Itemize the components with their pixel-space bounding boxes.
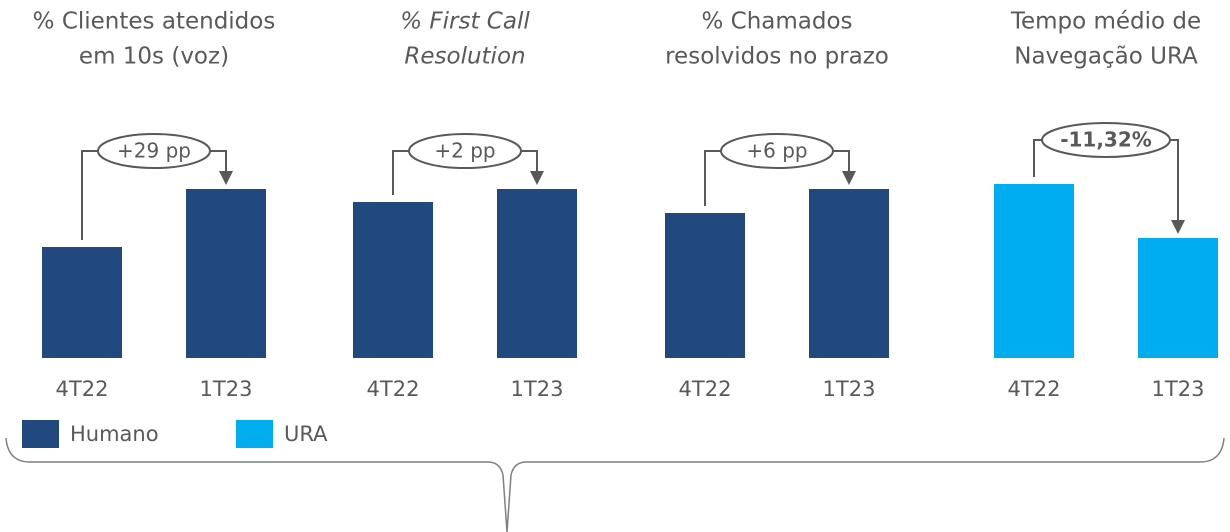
category-label: 4T22	[367, 377, 420, 401]
brace	[5, 437, 1225, 532]
chart-title: Navegação URA	[1014, 44, 1198, 70]
chart-title: % First Call	[400, 9, 530, 35]
legend-swatch	[236, 420, 273, 448]
annotation: -11,32%	[1060, 128, 1152, 152]
category-label: 1T23	[823, 377, 876, 401]
annotation: +29 pp	[117, 139, 191, 163]
category-label: 1T23	[1152, 377, 1205, 401]
bar	[809, 189, 889, 358]
arrowhead	[842, 171, 856, 185]
category-label: 4T22	[1008, 377, 1061, 401]
chart-title: Tempo médio de	[1010, 9, 1201, 35]
legend-swatch	[22, 420, 59, 448]
chart-title: resolvidos no prazo	[665, 44, 889, 70]
bar	[665, 213, 745, 358]
category-label: 1T23	[511, 377, 564, 401]
annotation-bubble	[408, 133, 522, 169]
category-label: 1T23	[200, 377, 253, 401]
bar	[42, 247, 122, 358]
annotation: +6 pp	[746, 139, 807, 163]
legend-label: URA	[284, 422, 328, 446]
bar	[497, 189, 577, 358]
annotation-bubble	[97, 133, 211, 169]
bar	[1138, 238, 1218, 358]
arrowhead	[219, 171, 233, 185]
chart-title: % Chamados	[701, 9, 852, 35]
bar	[994, 184, 1074, 358]
category-label: 4T22	[679, 377, 732, 401]
arrowhead	[530, 171, 544, 185]
legend-label: Humano	[70, 422, 159, 446]
chart-title: em 10s (voz)	[79, 44, 229, 70]
bar	[353, 202, 433, 358]
category-label: 4T22	[56, 377, 109, 401]
chart-title: % Clientes atendidos	[33, 9, 276, 35]
chart-title: Resolution	[404, 44, 525, 70]
bar	[186, 189, 266, 358]
arrowhead	[1171, 220, 1185, 234]
annotation: +2 pp	[434, 139, 495, 163]
annotation-bubble	[720, 133, 834, 169]
annotation-bubble	[1041, 122, 1171, 158]
